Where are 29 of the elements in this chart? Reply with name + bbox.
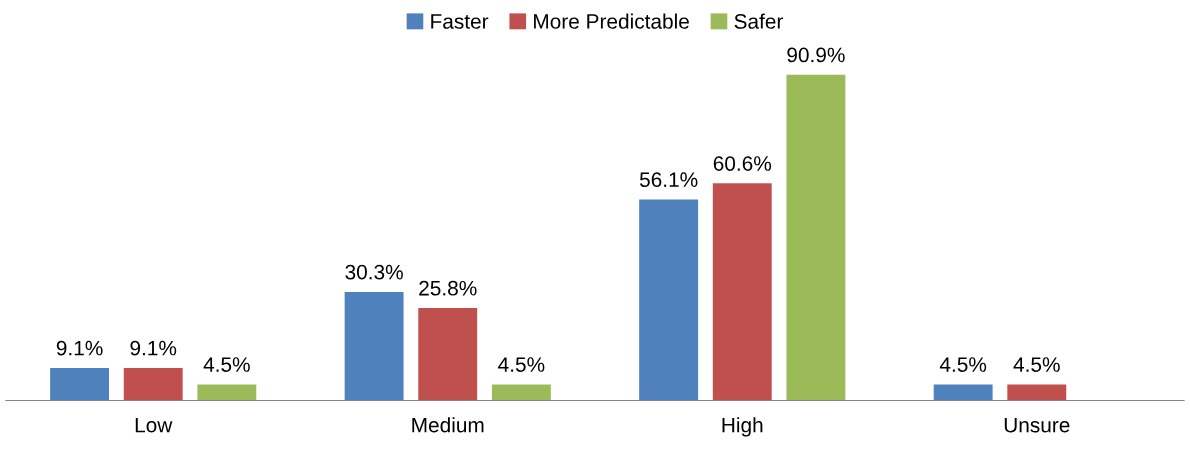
bar	[639, 199, 699, 401]
bar	[344, 291, 404, 401]
bar	[712, 183, 772, 401]
legend-label: Faster	[431, 14, 489, 29]
data-label: 9.1%	[56, 340, 103, 356]
data-label: 4.5%	[203, 357, 250, 372]
data-label: 4.5%	[939, 357, 987, 372]
data-label: 9.1%	[130, 340, 177, 356]
data-label: 90.9%	[787, 47, 845, 63]
bar	[50, 367, 110, 401]
legend-label: More Predictable	[534, 13, 689, 29]
x-tick-label: Low	[135, 417, 173, 433]
bar	[1007, 384, 1067, 401]
bar	[418, 308, 478, 401]
bar	[786, 74, 846, 401]
x-tick-label: Unsure	[1004, 417, 1070, 433]
x-tick-label: Medium	[412, 417, 484, 433]
bar	[933, 384, 993, 401]
data-label: 30.3%	[345, 264, 403, 280]
data-label: 25.8%	[419, 280, 477, 296]
bar	[491, 384, 551, 401]
data-label: 4.5%	[1013, 357, 1060, 372]
bar	[197, 384, 257, 401]
x-tick-label: High	[722, 417, 763, 437]
data-label: 4.5%	[498, 357, 545, 372]
legend-label: Safer	[734, 13, 784, 29]
data-label: 56.1%	[639, 172, 698, 188]
data-label: 60.6%	[713, 156, 772, 171]
bar	[123, 367, 183, 401]
